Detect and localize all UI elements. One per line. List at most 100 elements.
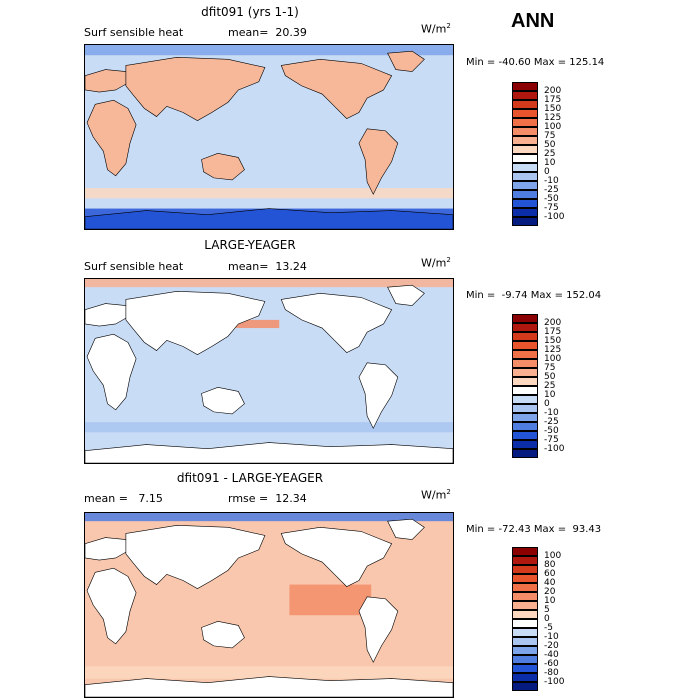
continent-north-america <box>280 293 393 353</box>
panel-3-mean: mean = 7.15 <box>84 492 163 505</box>
colorbar-swatch <box>512 637 538 646</box>
panel-3-rmse: rmse = 12.34 <box>228 492 307 505</box>
contour-band <box>85 422 453 433</box>
colorbar-tick-label: 200 <box>544 85 562 96</box>
panel-2-minmax: Min = -9.74 Max = 152.04 <box>466 290 602 301</box>
colorbar-swatch <box>512 547 538 556</box>
colorbar-tick-label: 0 <box>544 398 550 409</box>
colorbar-swatch <box>512 413 538 422</box>
contour-band <box>85 279 453 288</box>
colorbar-tick-label: 50 <box>544 371 556 382</box>
colorbar-tick-label: -60 <box>544 658 559 669</box>
colorbar-tick-label: 150 <box>544 103 562 114</box>
colorbar-swatch <box>512 574 538 583</box>
colorbar-swatch <box>512 145 538 154</box>
continent-asia <box>125 56 266 121</box>
panel-2-variable: Surf sensible heat <box>84 260 184 273</box>
colorbar-swatch <box>512 377 538 386</box>
continent-south-america <box>358 362 399 429</box>
colorbar-tick-label: 60 <box>544 568 556 579</box>
colorbar-tick-label: 50 <box>544 139 556 150</box>
colorbar-tick-label: -25 <box>544 184 559 195</box>
continent-antarctica <box>85 442 453 463</box>
colorbar-tick-label: -50 <box>544 193 559 204</box>
continent-australia <box>201 387 245 415</box>
panel-3-minmax: Min = -72.43 Max = 93.43 <box>466 524 602 535</box>
colorbar-swatch <box>512 386 538 395</box>
continent-north-america <box>280 527 393 587</box>
continent-greenland <box>387 50 425 72</box>
colorbar-swatch <box>512 208 538 217</box>
colorbar-swatch <box>512 601 538 610</box>
colorbar-tick-label: 25 <box>544 380 556 391</box>
colorbar-tick-label: 200 <box>544 317 562 328</box>
panel-2-units: W/m2 <box>421 256 451 270</box>
colorbar-tick-label: -5 <box>544 622 553 633</box>
colorbar-swatch <box>512 91 538 100</box>
contour-band <box>289 584 372 616</box>
colorbar-swatch <box>512 118 538 127</box>
colorbar-tick-label: 175 <box>544 94 562 105</box>
panel-3-title: dfit091 - LARGE-YEAGER <box>176 471 324 485</box>
colorbar-swatch <box>512 610 538 619</box>
colorbar-tick-label: 25 <box>544 148 556 159</box>
colorbar-tick-label: 20 <box>544 586 556 597</box>
colorbar-swatch <box>512 359 538 368</box>
colorbar-swatch <box>512 422 538 431</box>
continent-greenland <box>387 284 425 306</box>
panel-3-map <box>84 512 454 698</box>
colorbar-tick-label: 5 <box>544 604 550 615</box>
colorbar-tick-label: 125 <box>544 344 562 355</box>
continent-africa <box>86 333 137 411</box>
map-canvas <box>85 279 453 463</box>
colorbar-tick-label: 10 <box>544 595 556 606</box>
colorbar-swatch <box>512 556 538 565</box>
colorbar-tick-label: -75 <box>544 434 559 445</box>
continent-australia <box>201 153 245 181</box>
continent-south-america <box>358 596 399 663</box>
continent-europe <box>85 69 131 93</box>
contour-band <box>85 188 453 199</box>
map-canvas <box>85 45 453 229</box>
colorbar-tick-label: 0 <box>544 166 550 177</box>
colorbar-swatch <box>512 565 538 574</box>
colorbar-tick-label: 150 <box>544 335 562 346</box>
colorbar-tick-label: -100 <box>544 211 565 222</box>
colorbar-tick-label: 80 <box>544 559 556 570</box>
colorbar-tick-label: -100 <box>544 443 565 454</box>
continent-europe <box>85 537 131 561</box>
colorbar-tick-label: 75 <box>544 362 556 373</box>
colorbar-swatch <box>512 646 538 655</box>
colorbar-tick-label: 0 <box>544 613 550 624</box>
contour-band <box>85 45 453 56</box>
colorbar-tick-label: 40 <box>544 577 556 588</box>
panel-2-map <box>84 278 454 464</box>
colorbar-swatch <box>512 404 538 413</box>
continent-africa <box>86 567 137 645</box>
continent-south-america <box>358 128 399 195</box>
colorbar-tick-label: 175 <box>544 326 562 337</box>
colorbar-swatch <box>512 154 538 163</box>
continent-asia <box>125 290 266 355</box>
map-canvas <box>85 513 453 697</box>
colorbar-swatch <box>512 323 538 332</box>
colorbar-tick-label: 100 <box>544 353 562 364</box>
colorbar-swatch <box>512 583 538 592</box>
colorbar-swatch <box>512 172 538 181</box>
colorbar-tick-label: -50 <box>544 425 559 436</box>
colorbar-tick-label: -75 <box>544 202 559 213</box>
colorbar-swatch <box>512 350 538 359</box>
contour-band <box>217 319 280 329</box>
colorbar-swatch <box>512 190 538 199</box>
colorbar-tick-label: -25 <box>544 416 559 427</box>
continent-antarctica <box>85 676 453 697</box>
colorbar-swatch <box>512 217 538 226</box>
panel-1-map <box>84 44 454 230</box>
colorbar-swatch <box>512 592 538 601</box>
continent-europe <box>85 303 131 327</box>
colorbar-tick-label: 100 <box>544 550 562 561</box>
colorbar-swatch <box>512 136 538 145</box>
colorbar-swatch <box>512 682 538 691</box>
panel-3-units: W/m2 <box>421 488 451 502</box>
panel-2-mean: mean= 13.24 <box>228 260 307 273</box>
